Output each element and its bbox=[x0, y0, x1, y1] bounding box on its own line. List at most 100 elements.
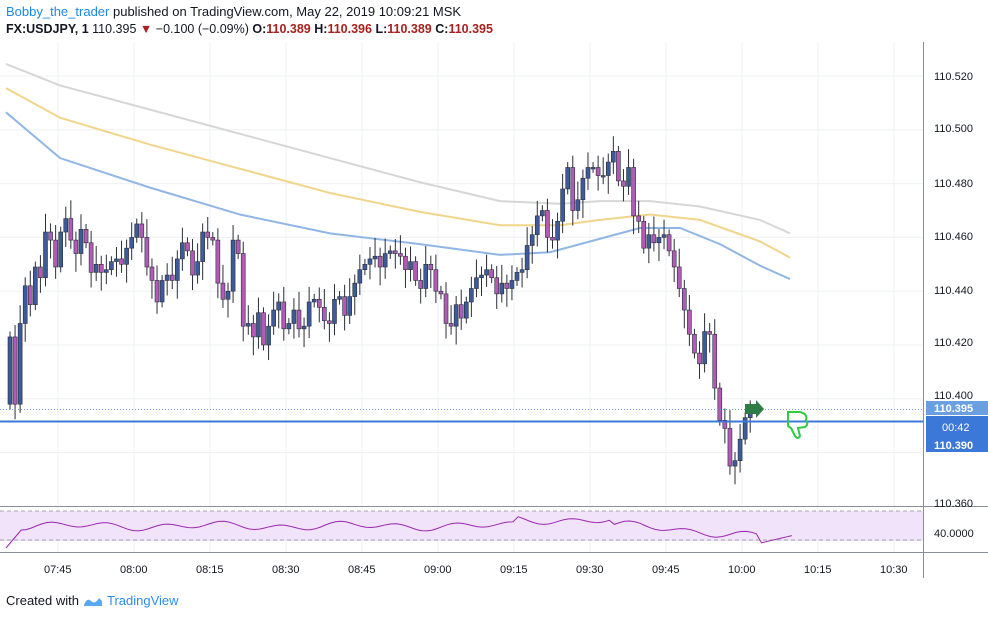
candle-body bbox=[550, 237, 555, 241]
candle-body bbox=[514, 272, 520, 281]
time-tick: 10:00 bbox=[728, 564, 756, 576]
candle-body bbox=[458, 304, 464, 319]
ma-yellow-line bbox=[5, 87, 791, 259]
candle-body bbox=[185, 242, 190, 252]
candle-body bbox=[560, 188, 565, 222]
author-link[interactable]: Bobby_the_trader bbox=[6, 4, 110, 19]
price-tick: 110.520 bbox=[934, 71, 973, 83]
candle-body bbox=[453, 304, 459, 327]
candle-body bbox=[524, 245, 530, 270]
low-value: 110.389 bbox=[387, 22, 432, 36]
candle-body bbox=[443, 293, 449, 324]
candle-body bbox=[377, 255, 383, 268]
candle-body bbox=[342, 296, 347, 316]
price-tick: 110.500 bbox=[934, 123, 973, 135]
published-text: published on TradingView.com, May 22, 20… bbox=[112, 4, 462, 19]
candle-body bbox=[671, 250, 677, 268]
price-tick: 110.420 bbox=[934, 337, 973, 349]
candle-body bbox=[27, 285, 33, 305]
candle-body bbox=[687, 309, 692, 335]
time-tick: 09:00 bbox=[424, 564, 452, 576]
candle-body bbox=[114, 258, 119, 262]
footer: Created with TradingView bbox=[6, 593, 179, 608]
time-tick: 08:45 bbox=[348, 564, 376, 576]
time-tick: 09:45 bbox=[652, 564, 680, 576]
candle-body bbox=[393, 250, 398, 254]
created-with-text: Created with bbox=[6, 593, 79, 608]
high-value: 110.396 bbox=[327, 22, 372, 36]
tradingview-link[interactable]: TradingView bbox=[106, 593, 179, 608]
candle-body bbox=[509, 280, 515, 289]
candle-body bbox=[631, 167, 636, 217]
candle-body bbox=[332, 298, 337, 324]
candle-body bbox=[463, 301, 469, 319]
candle-body bbox=[286, 323, 292, 330]
candle-body bbox=[261, 312, 266, 346]
candle-body bbox=[626, 167, 631, 187]
candle-body bbox=[646, 234, 652, 249]
candle-body bbox=[737, 438, 743, 461]
candle-body bbox=[489, 269, 494, 279]
open-value: 110.389 bbox=[266, 22, 311, 36]
ma-gray-line bbox=[5, 62, 791, 235]
candle-body bbox=[149, 266, 155, 281]
candle-body bbox=[276, 301, 282, 311]
time-tick: 08:30 bbox=[272, 564, 300, 576]
candle-body bbox=[636, 215, 641, 222]
candle-body bbox=[712, 333, 718, 389]
candle-body bbox=[702, 331, 707, 365]
price-tick: 110.440 bbox=[934, 285, 973, 297]
candle-body bbox=[372, 255, 378, 260]
arrow-right-icon bbox=[745, 400, 764, 418]
candle-body bbox=[245, 323, 251, 327]
candle-body bbox=[545, 210, 550, 238]
candle-body bbox=[651, 234, 657, 244]
candle-body bbox=[580, 177, 586, 201]
candle-body bbox=[63, 218, 69, 233]
candle-body bbox=[676, 266, 682, 289]
candle-body bbox=[316, 298, 322, 308]
candle-body bbox=[119, 258, 124, 265]
candle-body bbox=[732, 460, 738, 467]
candle-body bbox=[134, 223, 140, 238]
candle-body bbox=[322, 307, 327, 322]
candle-body bbox=[387, 250, 393, 254]
candle-body bbox=[7, 336, 13, 405]
candle-body bbox=[306, 301, 312, 327]
candle-body bbox=[240, 253, 246, 327]
candle-body bbox=[590, 167, 596, 170]
candle-body bbox=[12, 336, 18, 405]
candle-body bbox=[600, 175, 606, 178]
candle-body bbox=[73, 239, 79, 254]
candle-body bbox=[256, 312, 261, 338]
candle-body bbox=[621, 180, 626, 187]
candle-body bbox=[616, 151, 621, 182]
open-label: O: bbox=[252, 22, 267, 36]
price-tick: 110.400 bbox=[934, 390, 973, 402]
price-tick: 110.360 bbox=[934, 498, 973, 510]
candle-body bbox=[281, 301, 287, 330]
last-price-badge bbox=[926, 401, 988, 415]
candle-body bbox=[195, 261, 200, 276]
candle-body bbox=[83, 229, 89, 244]
candle-body bbox=[38, 266, 43, 279]
symbol-label[interactable]: FX:USDJPY, 1 bbox=[6, 22, 89, 36]
publish-info: Bobby_the_trader published on TradingVie… bbox=[6, 4, 461, 19]
candle-body bbox=[271, 309, 276, 327]
candle-body bbox=[534, 215, 540, 236]
close-value: 110.395 bbox=[448, 22, 493, 36]
candle-body bbox=[717, 387, 723, 421]
candle-body bbox=[682, 288, 687, 311]
time-tick: 09:15 bbox=[500, 564, 528, 576]
candle-body bbox=[200, 231, 205, 262]
time-tick: 08:00 bbox=[120, 564, 148, 576]
annotations bbox=[0, 400, 923, 549]
candle-body bbox=[595, 167, 601, 176]
candle-body bbox=[93, 263, 99, 273]
candle-body bbox=[78, 229, 84, 254]
candle-body bbox=[58, 231, 64, 268]
candle-body bbox=[570, 167, 576, 211]
candle-body bbox=[22, 285, 28, 324]
candle-body bbox=[327, 320, 332, 324]
